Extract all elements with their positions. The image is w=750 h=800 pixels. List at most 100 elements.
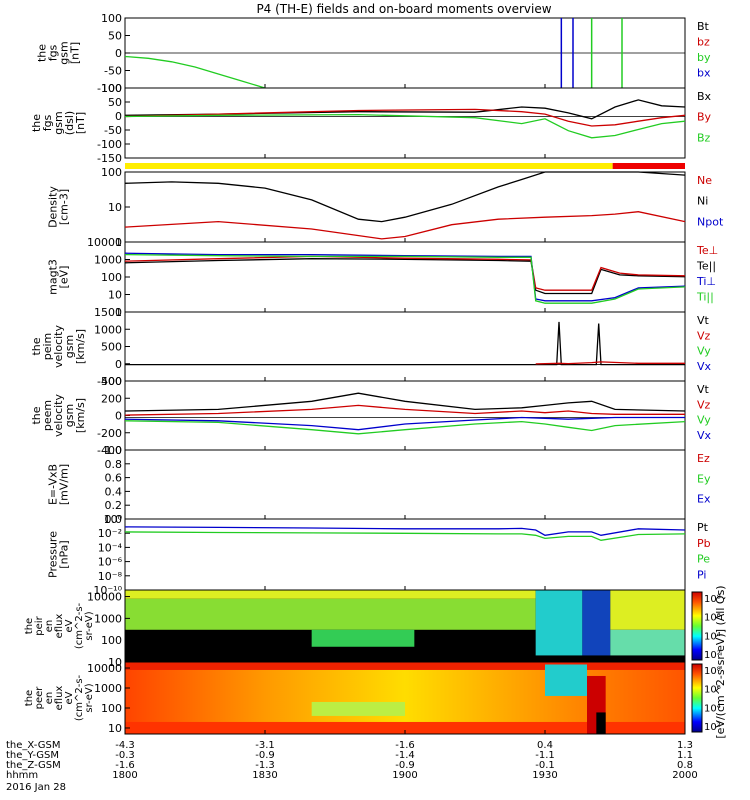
series-line-Bz <box>124 113 686 139</box>
panel-fgs-dsl: 100500-50-100-150thefgsgsm(dsl)[nT]BxByB… <box>30 82 712 169</box>
legend-entry: Vy <box>697 345 711 358</box>
y-tick-label: 0 <box>115 358 122 371</box>
y-tick-label: 50 <box>108 96 122 109</box>
series-line-Te <box>124 258 686 295</box>
colorbar-tick-label: 10⁸ <box>704 666 721 677</box>
panel-density: 100 10 1 Density[cm-3] Ne Ni Npot <box>47 166 724 249</box>
y-tick-label: -150 <box>97 152 122 165</box>
panel-efield: 1.00.80.60.40.20.0 E=-VxB[mV/m] Ez Ey Ex <box>47 444 711 526</box>
x-row-value: -0.3 <box>115 750 135 761</box>
y-axis-label: the <box>30 406 43 424</box>
colorbar-tick-label: 10⁴ <box>704 703 721 714</box>
colorbar-label: [eV/(cm^2-s-sr-eV)] (All Qs) <box>714 585 727 738</box>
spectrogram-band <box>545 664 587 696</box>
series-group <box>124 252 686 304</box>
x-row-value: -1.6 <box>115 760 135 771</box>
y-axis-label: the <box>24 618 35 634</box>
legend-entry: Te|| <box>696 260 716 273</box>
y-axis-label: Pressure <box>47 531 60 578</box>
spectrogram-band <box>610 629 685 656</box>
legend-entry: Pt <box>697 521 709 534</box>
x-row-value: -1.6 <box>395 740 415 751</box>
y-tick-label: 100 <box>101 271 122 284</box>
y-tick-label: 50 <box>108 30 122 43</box>
y-tick-label: -100 <box>97 82 122 95</box>
series-line-Pi <box>124 526 686 536</box>
y-tick-label: 10000 <box>87 236 122 249</box>
series-line-Vt <box>124 392 686 412</box>
y-tick-label: 0 <box>115 47 122 60</box>
series-group <box>124 392 686 435</box>
y-tick-label: 100 <box>101 702 122 715</box>
series-line-Ne <box>124 211 686 240</box>
y-tick-label: 1000 <box>94 682 122 695</box>
legend-entry: Vz <box>697 329 711 342</box>
y-tick-label: 1500 <box>94 306 122 319</box>
spectrogram-peer-eflux: 10000 1000 100 10 the peer en eflux eV (cm^2-s-sr… <box>24 661 721 735</box>
series-group <box>125 321 685 366</box>
y-tick-label: 10000 <box>87 591 122 604</box>
y-tick-label: 100 <box>101 166 122 179</box>
legend-entry: by <box>697 51 711 64</box>
legend-entry: Ey <box>697 472 711 485</box>
colorbar-tick-label: 10⁶ <box>704 685 721 696</box>
panel-group: 100500-50-100thefgsgsm[nT]Btbzbybx100500… <box>24 12 727 739</box>
x-row-value: 1900 <box>392 770 417 781</box>
legend-entry: Ex <box>697 493 711 506</box>
series-group <box>124 171 686 240</box>
y-tick-label: 1.0 <box>105 444 123 457</box>
x-row-value: -1.3 <box>255 760 275 771</box>
y-axis-label: eflux <box>54 614 65 639</box>
series-line-Vt <box>125 321 685 366</box>
x-row-value: -0.1 <box>535 760 555 771</box>
series-group <box>124 55 266 89</box>
y-tick-label: 1 <box>115 236 122 249</box>
x-row-value: -4.3 <box>115 740 135 751</box>
y-tick-label: 400 <box>101 375 122 388</box>
legend-entry: By <box>697 111 712 124</box>
y-axis-label: the <box>24 690 35 706</box>
spectrogram-band <box>610 590 685 630</box>
y-tick-label: 10 <box>108 289 122 302</box>
y-tick-label: -50 <box>104 65 122 78</box>
series-line-Ni <box>124 171 686 223</box>
y-axis-label: E=-VxB <box>47 464 60 505</box>
y-tick-label: 10⁻¹⁰ <box>93 584 122 597</box>
legend-entry: Vy <box>697 414 711 427</box>
legend-entry: Bz <box>697 131 711 144</box>
y-tick-label: 100 <box>101 634 122 647</box>
legend-entry: Ne <box>697 174 712 187</box>
x-row-value: -1.4 <box>395 750 415 761</box>
y-axis-label: eV <box>64 691 75 704</box>
legend-entry: Te⊥ <box>696 244 718 257</box>
y-tick-label: 200 <box>101 392 122 405</box>
y-axis-label: sr-eV) <box>84 611 95 640</box>
y-tick-label: 0 <box>115 110 122 123</box>
y-axis-label: the <box>30 114 43 132</box>
legend-entry: Vx <box>697 360 712 373</box>
x-row-value: 1830 <box>252 770 277 781</box>
y-axis-label: gsm <box>63 335 76 358</box>
colorbar <box>691 591 703 661</box>
colorbar-tick-label: 10⁴ <box>704 631 721 642</box>
series-line-Vz <box>124 404 685 416</box>
date-label: 2016 Jan 28 <box>6 782 66 793</box>
y-tick-label: 10⁰ <box>104 513 123 526</box>
y-axis-label: fgs <box>41 114 54 131</box>
legend-entry: Pb <box>697 537 711 550</box>
panel-frame <box>124 380 686 451</box>
y-axis-label: [nT] <box>74 112 87 134</box>
y-tick-label: 0 <box>115 410 122 423</box>
y-tick-label: 0.6 <box>105 472 123 485</box>
colorbar-tick-label: 10⁸ <box>704 594 721 605</box>
panel-frame <box>124 449 686 520</box>
x-row-value: -0.9 <box>395 760 415 771</box>
y-axis-label: gsm <box>58 41 71 64</box>
panel-peim-velocity: 1500 1000 500 0 -500 thepeimvelocitygsm[km/s]… <box>30 306 712 388</box>
x-row-label: the_X-GSM <box>6 740 60 751</box>
series-line-Vx <box>124 416 685 431</box>
